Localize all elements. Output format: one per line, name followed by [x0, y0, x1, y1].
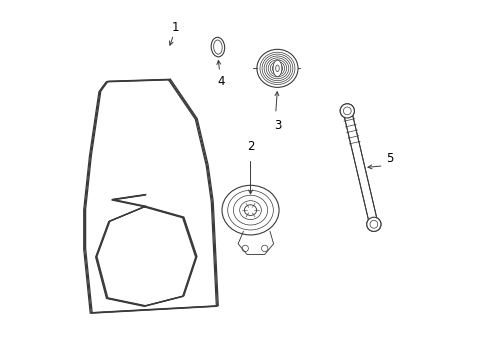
Text: 3: 3	[273, 119, 281, 132]
Circle shape	[261, 245, 267, 252]
Circle shape	[372, 223, 374, 226]
Circle shape	[242, 245, 248, 252]
Circle shape	[340, 104, 354, 118]
Text: 1: 1	[171, 21, 179, 33]
Text: 4: 4	[217, 76, 224, 89]
Ellipse shape	[244, 205, 256, 215]
Ellipse shape	[213, 40, 222, 54]
Ellipse shape	[211, 37, 224, 57]
Polygon shape	[343, 110, 377, 225]
Text: 5: 5	[386, 152, 393, 165]
Circle shape	[345, 109, 348, 112]
Circle shape	[340, 104, 354, 118]
Ellipse shape	[256, 49, 297, 87]
Ellipse shape	[222, 185, 279, 235]
Circle shape	[366, 217, 380, 231]
Text: 2: 2	[246, 140, 254, 153]
Circle shape	[366, 217, 380, 231]
Ellipse shape	[272, 60, 281, 77]
